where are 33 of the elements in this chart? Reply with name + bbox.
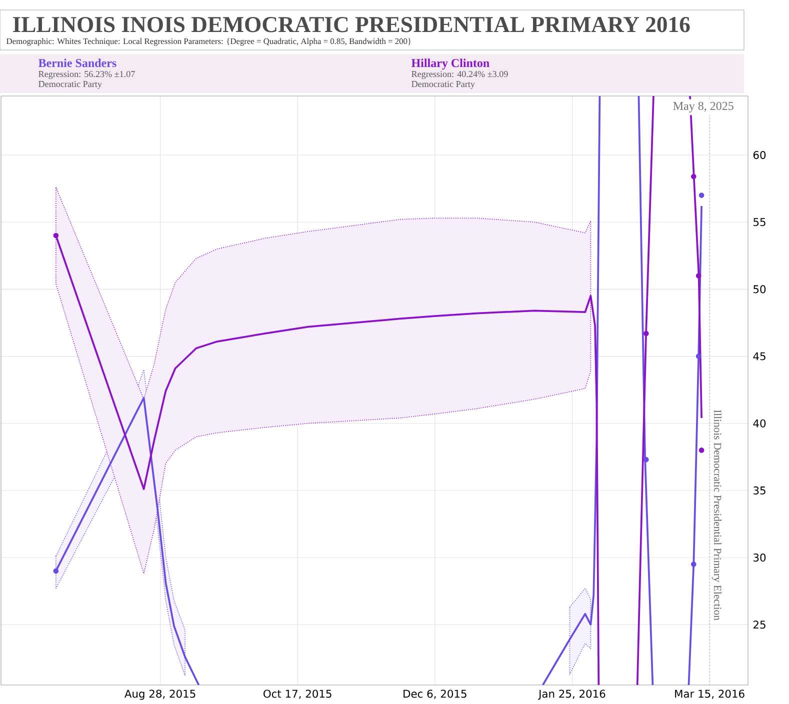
x-tick-label: Aug 28, 2015: [124, 690, 196, 700]
y-tick-label: 50: [754, 285, 766, 294]
point: [690, 562, 696, 567]
x-tick-label: Jan 25, 2016: [538, 690, 606, 700]
point: [53, 568, 59, 574]
x-tick-label: Oct 17, 2015: [264, 690, 332, 699]
text: Bernie Sanders: [38, 58, 116, 68]
y-tick-label: 30: [754, 554, 766, 562]
point: [643, 456, 649, 462]
text: Regression: 56.23% ±1.07: [38, 70, 135, 79]
point: [696, 354, 702, 359]
y-tick-label: 40: [753, 419, 766, 428]
x-tick-label: Mar 15, 2016: [675, 690, 744, 699]
chart-title: ILLINOIS INOIS DEMOCRATIC PRESIDENTIAL PRIMARY 2016: [13, 16, 690, 32]
annotation: May 8, 2025: [673, 102, 734, 112]
x-tick-label: Dec 6, 2015: [404, 690, 466, 699]
point: [643, 330, 649, 336]
y-tick-label: 55: [754, 218, 766, 226]
chart-subtitle: Demographic: Whites Technique: Local Regression Parameters: {Degree = Quadratic, Alpha = 0.85, Bandwidth = 200}: [6, 38, 411, 46]
ref-line-label: Illinois Democratic Presidential Primary Election: [712, 410, 722, 620]
text: Democratic Party: [412, 80, 475, 89]
y-tick-label: 35: [754, 486, 766, 494]
point: [696, 273, 702, 278]
text: Hillary Clinton: [411, 58, 490, 70]
point: [53, 232, 59, 238]
y-tick-label: 60: [753, 150, 766, 160]
text: Regression: 40.24% ±3.09: [412, 70, 508, 79]
y-tick-label: 45: [753, 352, 766, 360]
text: Democratic Party: [38, 80, 102, 89]
point: [698, 448, 704, 453]
point: [690, 174, 696, 180]
point: [698, 192, 704, 198]
y-tick-label: 25: [753, 620, 766, 629]
